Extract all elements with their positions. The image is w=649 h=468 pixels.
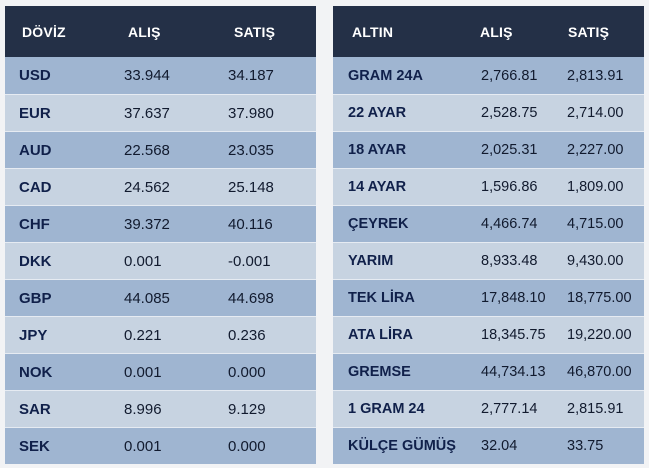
gold-type: 14 AYAR: [348, 179, 407, 195]
currency-code: CAD: [19, 178, 52, 196]
table-row: DKK 0.001 -0.001: [5, 242, 316, 279]
sell-price: 0.000: [228, 363, 266, 381]
buy-price: 8.996: [124, 400, 162, 418]
table-row: GRAM 24A 2,766.81 2,813.91: [333, 57, 644, 94]
doviz-table-header: DÖVİZ ALIŞ SATIŞ: [5, 6, 316, 57]
sell-price: 2,227.00: [567, 142, 624, 158]
table-row: GBP 44.085 44.698: [5, 279, 316, 316]
sell-price: 23.035: [228, 141, 274, 159]
sell-price: 18,775.00: [567, 290, 632, 306]
buy-price: 8,933.48: [481, 253, 538, 269]
sell-price: 9.129: [228, 400, 266, 418]
table-row: NOK 0.001 0.000: [5, 353, 316, 390]
sell-price: 33.75: [567, 438, 604, 454]
currency-code: AUD: [19, 141, 52, 159]
buy-price: 2,777.14: [481, 401, 538, 417]
table-row: AUD 22.568 23.035: [5, 131, 316, 168]
altin-table: ALTIN ALIŞ SATIŞ GRAM 24A 2,766.81 2,813…: [333, 6, 644, 464]
sell-price: 37.980: [228, 104, 274, 122]
sell-price: 4,715.00: [567, 216, 624, 232]
gold-type: 18 AYAR: [348, 142, 407, 158]
sell-price: 9,430.00: [567, 253, 624, 269]
buy-price: 39.372: [124, 215, 170, 233]
table-row: KÜLÇE GÜMÜŞ 32.04 33.75: [333, 427, 644, 464]
buy-price: 0.221: [124, 326, 162, 344]
table-row: ÇEYREK 4,466.74 4,715.00: [333, 205, 644, 242]
table-row: 1 GRAM 24 2,777.14 2,815.91: [333, 390, 644, 427]
table-row: JPY 0.221 0.236: [5, 316, 316, 353]
buy-price: 4,466.74: [481, 216, 538, 232]
doviz-table: DÖVİZ ALIŞ SATIŞ USD 33.944 34.187 EUR 3…: [5, 6, 316, 464]
table-row: 18 AYAR 2,025.31 2,227.00: [333, 131, 644, 168]
buy-price: 2,025.31: [481, 142, 538, 158]
buy-price: 0.001: [124, 437, 162, 455]
currency-code: CHF: [19, 215, 50, 233]
table-row: SEK 0.001 0.000: [5, 427, 316, 464]
currency-code: DKK: [19, 252, 52, 270]
header-satis: SATIŞ: [234, 23, 276, 40]
table-row: 22 AYAR 2,528.75 2,714.00: [333, 94, 644, 131]
table-row: SAR 8.996 9.129: [5, 390, 316, 427]
buy-price: 44.085: [124, 289, 170, 307]
buy-price: 18,345.75: [481, 327, 546, 343]
buy-price: 2,528.75: [481, 105, 538, 121]
sell-price: 2,714.00: [567, 105, 624, 121]
sell-price: 19,220.00: [567, 327, 632, 343]
sell-price: 25.148: [228, 178, 274, 196]
table-row: TEK LİRA 17,848.10 18,775.00: [333, 279, 644, 316]
sell-price: 46,870.00: [567, 364, 632, 380]
gold-type: KÜLÇE GÜMÜŞ: [348, 438, 456, 454]
header-alis: ALIŞ: [480, 23, 513, 40]
altin-table-header: ALTIN ALIŞ SATIŞ: [333, 6, 644, 57]
buy-price: 2,766.81: [481, 67, 538, 84]
sell-price: -0.001: [228, 252, 271, 270]
currency-code: SEK: [19, 437, 50, 455]
currency-code: NOK: [19, 363, 53, 381]
buy-price: 22.568: [124, 141, 170, 159]
buy-price: 0.001: [124, 252, 162, 270]
gold-type: YARIM: [348, 253, 394, 269]
table-row: YARIM 8,933.48 9,430.00: [333, 242, 644, 279]
gold-type: GRAM 24A: [348, 67, 423, 84]
header-doviz: DÖVİZ: [22, 23, 66, 40]
buy-price: 44,734.13: [481, 364, 546, 380]
sell-price: 2,815.91: [567, 401, 624, 417]
gold-type: GREMSE: [348, 364, 411, 380]
buy-price: 37.637: [124, 104, 170, 122]
sell-price: 34.187: [228, 67, 274, 84]
table-row: 14 AYAR 1,596.86 1,809.00: [333, 168, 644, 205]
buy-price: 33.944: [124, 67, 170, 84]
sell-price: 40.116: [228, 215, 273, 233]
gold-type: TEK LİRA: [348, 290, 415, 306]
table-row: GREMSE 44,734.13 46,870.00: [333, 353, 644, 390]
currency-code: JPY: [19, 326, 48, 344]
gold-type: ÇEYREK: [348, 216, 409, 232]
header-alis: ALIŞ: [128, 23, 161, 40]
currency-code: SAR: [19, 400, 51, 418]
gold-type: 1 GRAM 24: [348, 401, 425, 417]
sell-price: 44.698: [228, 289, 274, 307]
table-row: ATA LİRA 18,345.75 19,220.00: [333, 316, 644, 353]
gold-type: ATA LİRA: [348, 327, 413, 343]
header-altin: ALTIN: [352, 23, 394, 40]
currency-code: GBP: [19, 289, 52, 307]
sell-price: 2,813.91: [567, 67, 624, 84]
gold-type: 22 AYAR: [348, 105, 407, 121]
table-row: EUR 37.637 37.980: [5, 94, 316, 131]
buy-price: 32.04: [481, 438, 518, 454]
currency-code: EUR: [19, 104, 51, 122]
currency-code: USD: [19, 67, 51, 84]
sell-price: 1,809.00: [567, 179, 624, 195]
buy-price: 1,596.86: [481, 179, 538, 195]
header-satis: SATIŞ: [568, 23, 610, 40]
table-row: CAD 24.562 25.148: [5, 168, 316, 205]
sell-price: 0.000: [228, 437, 266, 455]
table-row: USD 33.944 34.187: [5, 57, 316, 94]
buy-price: 0.001: [124, 363, 162, 381]
buy-price: 17,848.10: [481, 290, 546, 306]
sell-price: 0.236: [228, 326, 266, 344]
buy-price: 24.562: [124, 178, 170, 196]
table-row: CHF 39.372 40.116: [5, 205, 316, 242]
